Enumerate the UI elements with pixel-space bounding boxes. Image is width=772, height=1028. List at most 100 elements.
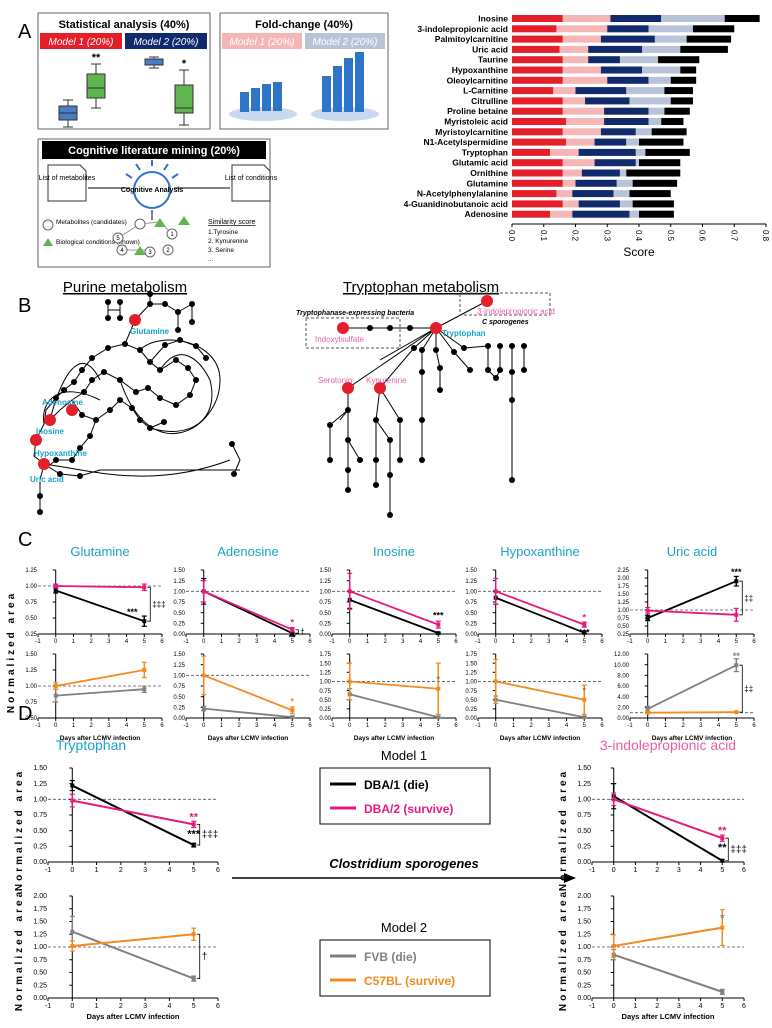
y-tick-label: 1.50 — [319, 568, 331, 574]
x-tick-label: 1 — [664, 639, 668, 645]
x-tick-label: 6 — [454, 639, 458, 645]
data-point — [53, 684, 58, 688]
significance-dagger: † — [300, 627, 304, 636]
score-bar-segment — [512, 148, 551, 156]
legend-metabolite-circle — [42, 219, 54, 231]
x-tick-label: 4 — [273, 723, 277, 729]
score-bar-segment — [594, 138, 627, 146]
legend-fvb: FVB (die) — [364, 950, 417, 964]
panel-d-charts: 0.000.250.500.751.001.251.50-1 0 1 2 3 4 5 6***… — [14, 765, 747, 1021]
node-5: 5 — [116, 236, 120, 242]
score-category-label: Adenosine — [465, 209, 509, 219]
ipa-box — [459, 292, 551, 316]
x-tick-label: 4 — [419, 639, 423, 645]
label-kynurenine: Kynurenine — [366, 376, 407, 385]
statistical-analysis-box: Statistical analysis (40%) Model 1 (20%)… — [37, 12, 211, 130]
x-tick-label: 5 — [720, 1003, 724, 1010]
score-bar-segment — [639, 210, 674, 218]
score-bar-segment — [639, 159, 681, 167]
significance-stars: ** — [718, 842, 727, 854]
score-bar-segment — [512, 66, 563, 74]
label-adenosine: Adenosine — [42, 398, 83, 407]
y-tick-label: 1.00 — [25, 584, 37, 590]
x-tick-label: -1 — [589, 867, 595, 874]
y-tick-label: 0.25 — [465, 622, 477, 628]
score-category-label: 4-Guanidinobutanoic acid — [404, 199, 508, 209]
y-tick-label: 1.25 — [25, 568, 37, 574]
label-inosine: Inosine — [36, 427, 65, 436]
y-tick-label: 1.00 — [173, 590, 185, 596]
score-category-label: Oleoylcarnitine — [447, 75, 509, 85]
y-tick-label: 0.25 — [465, 707, 477, 713]
score-bar-segment — [642, 45, 681, 53]
panel-d-ylabel-right-top: Normalized area — [558, 769, 569, 891]
x-tick-label: -1 — [589, 1003, 595, 1010]
x-tick-label: 5 — [583, 723, 587, 729]
y-tick-label: 2.00 — [577, 893, 591, 900]
score-category-label: N1-Acetylspermidine — [423, 137, 508, 147]
score-bar-segment — [562, 15, 611, 22]
data-point — [436, 631, 441, 636]
y-tick-label: 0.75 — [577, 957, 591, 964]
node-serotonin — [342, 382, 354, 394]
x-tick-label: 6 — [160, 639, 164, 645]
y-tick-label: 0.25 — [319, 707, 331, 713]
score-bar-segment — [629, 210, 639, 218]
y-tick-label: 1.25 — [173, 579, 185, 585]
data-point — [53, 588, 58, 593]
score-bar-segment — [648, 25, 693, 33]
y-tick-label: 0.50 — [25, 716, 37, 722]
score-bar-segment — [626, 138, 639, 146]
y-tick-label: 0.50 — [33, 828, 47, 835]
y-tick-label: 0.50 — [465, 611, 477, 617]
x-tick-label: 3 — [255, 723, 259, 729]
y-tick-label: 1.00 — [577, 797, 591, 804]
line-chart-c_ado_m2: 0.00 0.25 0.50 0.75 1.00 1.25 1.50 -1 0 1 2 3 4 5 6 * — [173, 652, 312, 729]
x-tick-label: 3 — [677, 1003, 681, 1010]
x-tick-label: 3 — [143, 867, 147, 874]
x-tick-label: 2 — [383, 639, 387, 645]
legend-metabolites: Metabolites (candidates) — [56, 219, 127, 226]
series-line — [55, 688, 145, 697]
x-tick-label: 0 — [494, 639, 498, 645]
purine-nodes — [37, 291, 237, 515]
x-tick-label: 1 — [664, 723, 668, 729]
y-tick-label: 0.50 — [173, 695, 185, 701]
fold-model1-label: Model 1 (20%) — [229, 37, 294, 48]
series-line — [55, 585, 145, 589]
panel-label-c: C — [18, 529, 32, 551]
score-bar-segment — [578, 200, 620, 208]
y-tick-label: 1.00 — [577, 944, 591, 951]
y-tick-label: 4.00 — [617, 695, 629, 701]
x-tick-label: 0 — [202, 723, 206, 729]
score-bar-segment — [654, 35, 687, 43]
data-point — [582, 715, 587, 720]
fold-model2-tag — [305, 33, 385, 49]
significance-bracket — [295, 629, 299, 634]
bacteria-label: Tryptophanase-expressing bacteria — [296, 310, 414, 317]
series-line — [647, 711, 737, 714]
node-uric-acid — [38, 458, 50, 470]
data-point — [347, 679, 352, 684]
y-tick-label: 1.50 — [25, 652, 37, 658]
score-bar-segment — [642, 66, 681, 74]
score-bar-segment — [512, 190, 557, 198]
data-point — [720, 836, 725, 841]
score-bar-segment — [724, 15, 760, 22]
node-4: 4 — [120, 248, 124, 254]
data-point — [290, 708, 295, 713]
y-tick-label: 12.00 — [614, 652, 630, 658]
x-tick-label: 6 — [742, 867, 746, 874]
y-tick-label: 1.25 — [33, 781, 47, 788]
y-tick-label: 1.00 — [33, 944, 47, 951]
y-tick-label: 1.50 — [33, 765, 47, 772]
model2-heading: Model 2 — [381, 920, 427, 935]
legend-conditions: Biological conditions (known) — [56, 239, 140, 246]
data-point — [53, 584, 58, 588]
y-tick-label: 1.50 — [617, 592, 629, 598]
data-point — [347, 589, 352, 594]
significance-stars: *** — [433, 611, 444, 621]
data-point — [290, 715, 295, 720]
x-tick-label: 2 — [655, 867, 659, 874]
score-bar-segment — [629, 97, 671, 105]
